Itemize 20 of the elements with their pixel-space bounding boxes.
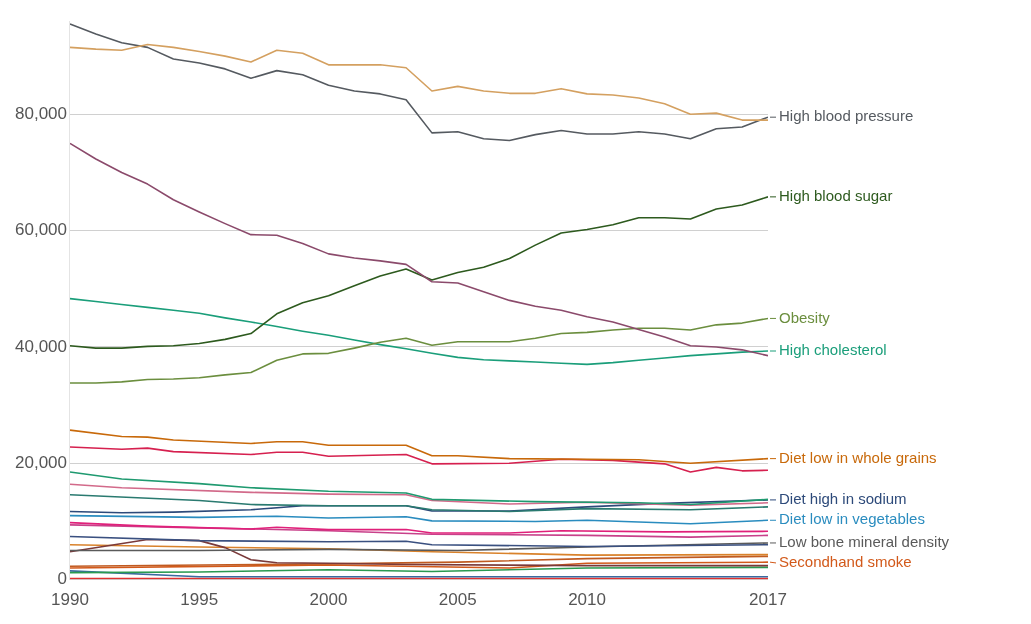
legend-label: High blood pressure [779,107,914,125]
y-tick-label: 40,000 [15,336,67,356]
legend-label: Secondhand smoke [779,553,912,571]
legend-label: Diet low in whole grains [779,448,937,466]
y-tick-label: 0 [57,569,67,589]
x-tick-label: 1990 [51,590,89,610]
x-tick-label: 2010 [568,590,606,610]
legend-label: High blood sugar [779,187,893,204]
legend-label: Low bone mineral density [779,533,950,551]
x-tick-label: 2017 [749,590,787,610]
x-tick-label: 2000 [309,590,348,610]
legend-label: Diet low in vegetables [779,510,925,528]
legend-label: Diet high in sodium [779,490,907,508]
legend-label: Obesity [779,308,831,326]
legend-label: High cholesterol [779,341,887,359]
y-tick-label: 80,000 [15,103,67,123]
y-tick-label: 20,000 [15,452,67,472]
y-tick-label: 60,000 [15,220,67,240]
x-tick-label: 1995 [180,590,219,610]
x-tick-label: 2005 [438,590,477,610]
